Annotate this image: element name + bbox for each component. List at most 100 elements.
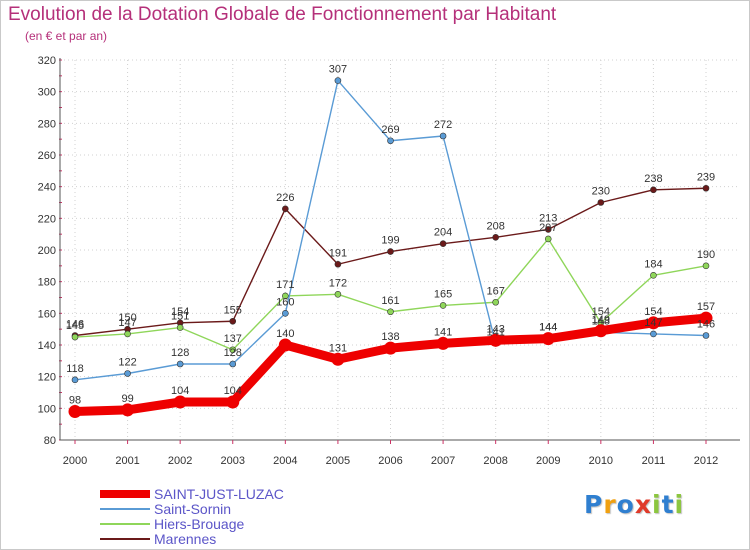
data-point-saint-sornin-2012 xyxy=(702,332,710,339)
data-point-saint-just-luzac-2012 xyxy=(699,311,713,325)
data-point-saint-sornin-2001 xyxy=(124,370,131,377)
y-tick-label-200: 200 xyxy=(38,245,56,257)
data-label-marennes-2002: 154 xyxy=(171,306,189,318)
data-point-marennes-2003 xyxy=(229,317,237,325)
legend-swatch-marennes xyxy=(100,538,150,540)
legend-item-saint-just-luzac: SAINT-JUST-LUZAC xyxy=(100,486,400,502)
y-tick-label-300: 300 xyxy=(38,87,56,99)
x-tick-label-2004: 2004 xyxy=(273,455,297,467)
logo-letter: P xyxy=(584,490,604,519)
data-point-hiers-brouage-2007 xyxy=(439,302,447,309)
data-point-marennes-2009 xyxy=(544,226,552,233)
data-label-hiers-brouage-2000: 145 xyxy=(66,320,84,332)
data-point-saint-just-luzac-2005 xyxy=(331,352,345,366)
data-point-saint-just-luzac-2010 xyxy=(594,324,608,338)
legend-item-marennes: Marennes xyxy=(100,531,400,547)
legend-swatch-hiers-brouage xyxy=(100,523,150,525)
y-tick-label-120: 120 xyxy=(38,372,56,384)
data-label-marennes-2009: 213 xyxy=(539,212,557,224)
x-tick-label-2001: 2001 xyxy=(115,455,139,467)
data-point-saint-sornin-2011 xyxy=(650,330,657,338)
proxiti-logo: Proxiti xyxy=(584,490,684,519)
data-point-saint-just-luzac-2001 xyxy=(121,403,135,417)
data-label-saint-sornin-2005: 307 xyxy=(329,64,347,76)
x-tick-label-2007: 2007 xyxy=(431,455,455,467)
data-label-saint-just-luzac-2001: 99 xyxy=(121,393,133,405)
data-point-saint-sornin-2002 xyxy=(176,360,184,368)
x-tick-label-2003: 2003 xyxy=(221,455,245,467)
logo-letter: o xyxy=(616,490,635,519)
data-point-saint-just-luzac-2003 xyxy=(226,395,240,409)
logo-letter: i xyxy=(674,490,685,519)
data-label-marennes-2010: 230 xyxy=(592,186,610,198)
data-point-hiers-brouage-2009 xyxy=(544,235,552,243)
data-label-hiers-brouage-2008: 167 xyxy=(486,285,504,297)
data-label-marennes-2000: 146 xyxy=(66,319,84,331)
y-tick-label-280: 280 xyxy=(38,118,56,130)
data-label-saint-just-luzac-2004: 140 xyxy=(276,328,294,340)
data-point-saint-just-luzac-2008 xyxy=(489,333,503,347)
data-label-marennes-2011: 238 xyxy=(644,173,662,185)
data-point-marennes-2004 xyxy=(282,205,289,213)
x-tick-label-2012: 2012 xyxy=(694,455,718,467)
y-tick-label-180: 180 xyxy=(38,277,56,289)
legend-label-saint-sornin: Saint-Sornin xyxy=(154,501,232,517)
data-label-saint-just-luzac-2007: 141 xyxy=(434,326,452,338)
data-label-hiers-brouage-2011: 184 xyxy=(644,258,662,270)
data-label-marennes-2001: 150 xyxy=(118,312,136,324)
data-label-saint-sornin-2009: 144 xyxy=(539,322,557,334)
y-tick-label-220: 220 xyxy=(38,213,56,225)
data-label-saint-sornin-2010: 148 xyxy=(592,315,610,327)
data-point-saint-sornin-2006 xyxy=(387,137,394,145)
data-point-saint-sornin-2005 xyxy=(334,77,342,84)
data-point-hiers-brouage-2003 xyxy=(229,346,237,354)
data-label-saint-sornin-2004: 160 xyxy=(276,296,294,308)
x-tick-label-2006: 2006 xyxy=(378,455,402,467)
y-tick-label-100: 100 xyxy=(38,403,56,415)
data-label-marennes-2008: 208 xyxy=(486,220,504,232)
data-label-saint-just-luzac-2005: 131 xyxy=(329,342,347,354)
y-tick-label-260: 260 xyxy=(38,150,56,162)
x-tick-label-2000: 2000 xyxy=(63,455,87,467)
data-point-saint-just-luzac-2004 xyxy=(278,338,292,352)
data-label-hiers-brouage-2001: 147 xyxy=(118,317,136,329)
data-label-saint-sornin-2002: 128 xyxy=(171,347,189,359)
data-label-saint-sornin-2012: 146 xyxy=(697,319,715,331)
data-point-saint-just-luzac-2000 xyxy=(68,405,82,418)
data-point-marennes-2012 xyxy=(702,184,710,192)
x-tick-label-2009: 2009 xyxy=(536,455,560,467)
data-label-saint-just-luzac-2000: 98 xyxy=(69,395,81,407)
legend-label-saint-just-luzac: SAINT-JUST-LUZAC xyxy=(154,486,284,502)
data-point-saint-just-luzac-2007 xyxy=(436,336,450,350)
data-point-saint-just-luzac-2009 xyxy=(541,332,555,346)
data-point-hiers-brouage-2001 xyxy=(124,330,131,338)
data-label-marennes-2004: 226 xyxy=(276,192,294,204)
data-label-hiers-brouage-2005: 172 xyxy=(329,277,347,289)
data-point-hiers-brouage-2004 xyxy=(282,292,289,300)
x-tick-label-2008: 2008 xyxy=(483,455,507,467)
data-label-saint-just-luzac-2003: 104 xyxy=(224,385,242,397)
legend-item-hiers-brouage: Hiers-Brouage xyxy=(100,516,400,532)
data-label-hiers-brouage-2012: 190 xyxy=(697,249,715,261)
data-label-marennes-2005: 191 xyxy=(329,247,347,259)
data-label-hiers-brouage-2009: 207 xyxy=(539,222,557,234)
legend-item-saint-sornin: Saint-Sornin xyxy=(100,501,400,517)
data-label-saint-sornin-2000: 118 xyxy=(66,363,84,375)
data-label-hiers-brouage-2010: 154 xyxy=(592,306,610,318)
data-label-saint-sornin-2001: 122 xyxy=(118,357,136,369)
data-point-saint-sornin-2004 xyxy=(282,310,289,317)
y-tick-label-160: 160 xyxy=(38,308,56,320)
chart-title: Evolution de la Dotation Globale de Fonc… xyxy=(8,4,557,25)
data-label-saint-just-luzac-2012: 157 xyxy=(697,301,715,313)
data-point-hiers-brouage-2011 xyxy=(650,272,657,279)
data-label-saint-sornin-2008: 141 xyxy=(486,326,504,338)
data-point-saint-sornin-2000 xyxy=(71,376,79,384)
data-label-saint-sornin-2007: 272 xyxy=(434,119,452,131)
x-tick-label-2011: 2011 xyxy=(642,455,666,467)
data-label-hiers-brouage-2007: 165 xyxy=(434,288,452,300)
data-point-marennes-2008 xyxy=(492,234,499,241)
data-label-marennes-2003: 155 xyxy=(224,304,242,316)
logo-letter: r xyxy=(603,490,617,519)
data-label-saint-just-luzac-2006: 138 xyxy=(381,331,399,343)
